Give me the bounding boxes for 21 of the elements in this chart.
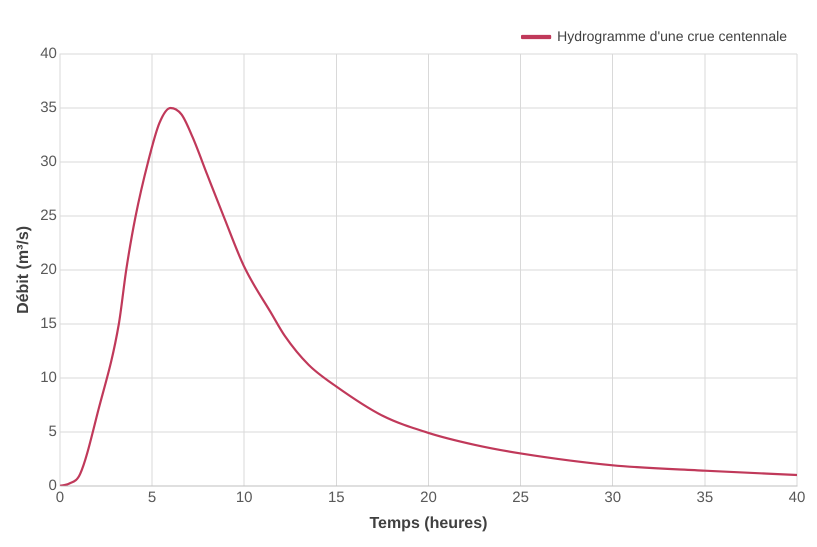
y-axis-title: Débit (m³/s) [15, 226, 32, 314]
y-tick-label: 40 [40, 45, 57, 62]
x-tick-label: 25 [512, 488, 529, 506]
y-tick-label: 35 [40, 99, 57, 116]
x-tick-label: 20 [420, 488, 437, 506]
legend-label: Hydrogramme d'une crue centennale [557, 28, 788, 44]
x-tick-label: 5 [148, 488, 156, 506]
y-tick-label: 10 [40, 368, 57, 386]
y-tick-label: 30 [40, 153, 57, 170]
line-series [60, 106, 797, 486]
x-tick-label: 35 [696, 488, 714, 506]
x-tick-label: 40 [788, 488, 806, 506]
y-tick-label: 20 [40, 261, 57, 278]
y-tick-label: 15 [40, 315, 57, 332]
x-axis-title: Temps (heures) [369, 514, 488, 532]
x-tick-label: 10 [236, 488, 253, 506]
y-tick-label: 0 [48, 476, 57, 494]
x-tick-label: 15 [328, 488, 345, 506]
y-tick-label: 5 [48, 422, 57, 440]
x-tick-label: 30 [604, 488, 622, 506]
y-tick-label: 25 [40, 207, 57, 224]
